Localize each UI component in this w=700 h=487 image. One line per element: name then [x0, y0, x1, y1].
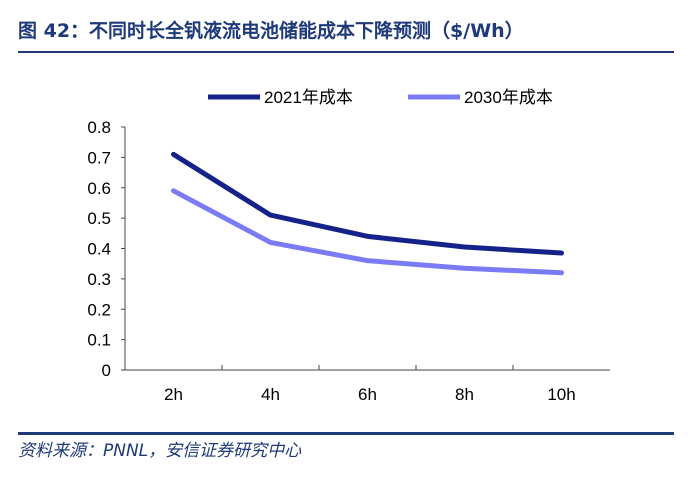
y-tick-label: 0.6: [87, 179, 111, 198]
y-tick-label: 0.8: [87, 118, 111, 137]
x-tick-label: 8h: [455, 385, 474, 404]
page-title: 图 42：不同时长全钒液流电池储能成本下降预测（$/Wh）: [18, 20, 524, 42]
title-divider: [18, 51, 674, 53]
y-tick-label: 0.1: [87, 331, 111, 350]
x-tick-label: 6h: [358, 385, 377, 404]
x-tick-label: 4h: [261, 385, 280, 404]
series-line-0: [171, 151, 564, 256]
y-tick-label: 0.4: [87, 240, 111, 259]
series-line-1: [171, 188, 564, 276]
y-tick-label: 0: [102, 361, 111, 380]
y-tick-label: 0.3: [87, 270, 111, 289]
x-tick-label: 2h: [164, 385, 183, 404]
y-tick-label: 0.2: [87, 300, 111, 319]
y-tick-label: 0.5: [87, 209, 111, 228]
y-tick-label: 0.7: [87, 148, 111, 167]
legend-label: 2021年成本: [264, 88, 353, 107]
source-divider: [18, 432, 674, 435]
legend-label: 2030年成本: [464, 88, 553, 107]
x-tick-label: 10h: [547, 385, 575, 404]
source-note: 资料来源：PNNL，安信证券研究中心: [18, 441, 302, 461]
